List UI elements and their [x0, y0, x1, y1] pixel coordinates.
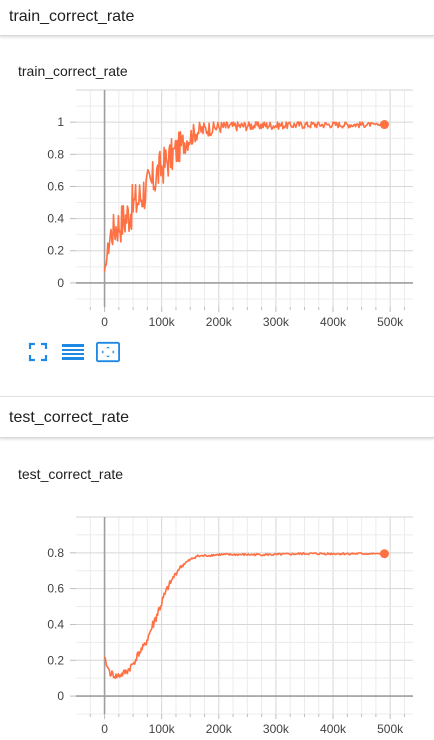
series-line	[103, 121, 385, 272]
expand-chart-icon[interactable]	[96, 340, 120, 364]
x-tick-label: 300k	[263, 722, 290, 736]
section-title-test: test_correct_rate	[9, 409, 130, 426]
series-line	[103, 551, 385, 680]
train-section-header[interactable]: train_correct_rate	[0, 0, 434, 36]
x-tick-label: 0	[101, 722, 108, 736]
chart-toolbar	[26, 340, 120, 364]
x-tick-label: 200k	[206, 722, 233, 736]
chart-title-train: train_correct_rate	[18, 63, 128, 79]
test-chart[interactable]: 0 0.2 0.4 0.6 0.8 0 100k 200k 300k 400k 500k	[0, 495, 434, 740]
x-tick-label: 300k	[263, 315, 290, 329]
y-tick-label: 0	[57, 689, 64, 703]
y-tick-label: 0.4	[47, 212, 64, 226]
x-tick-label: 500k	[377, 722, 404, 736]
x-tick-label: 0	[101, 315, 108, 329]
grid-lines	[76, 516, 413, 715]
toggle-log-scale-icon[interactable]	[61, 340, 85, 364]
x-tick-label: 100k	[149, 722, 176, 736]
y-tick-label: 1	[57, 115, 64, 129]
series-end-point	[379, 549, 389, 559]
y-tick-label: 0.6	[47, 582, 64, 596]
y-tick-label: 0.4	[47, 617, 64, 631]
y-tick-label: 0.2	[47, 244, 64, 258]
y-tick-label: 0.2	[47, 653, 64, 667]
train-chart[interactable]: 0 0.2 0.4 0.6 0.8 1 0 100k 200k 300k 400k 500k	[0, 85, 434, 335]
x-tick-label: 500k	[377, 315, 404, 329]
x-tick-label: 400k	[320, 315, 347, 329]
fit-domain-icon[interactable]	[26, 340, 50, 364]
y-tick-label: 0.6	[47, 179, 64, 193]
x-tick-label: 200k	[206, 315, 233, 329]
section-title-train: train_correct_rate	[9, 8, 135, 25]
x-tick-label: 400k	[320, 722, 347, 736]
series-end-point	[379, 120, 389, 130]
y-tick-label: 0	[57, 276, 64, 290]
chart-title-test: test_correct_rate	[18, 466, 124, 482]
test-section-header[interactable]: test_correct_rate	[0, 396, 434, 438]
y-tick-label: 0.8	[47, 147, 64, 161]
y-tick-label: 0.8	[47, 546, 64, 560]
x-tick-label: 100k	[149, 315, 176, 329]
